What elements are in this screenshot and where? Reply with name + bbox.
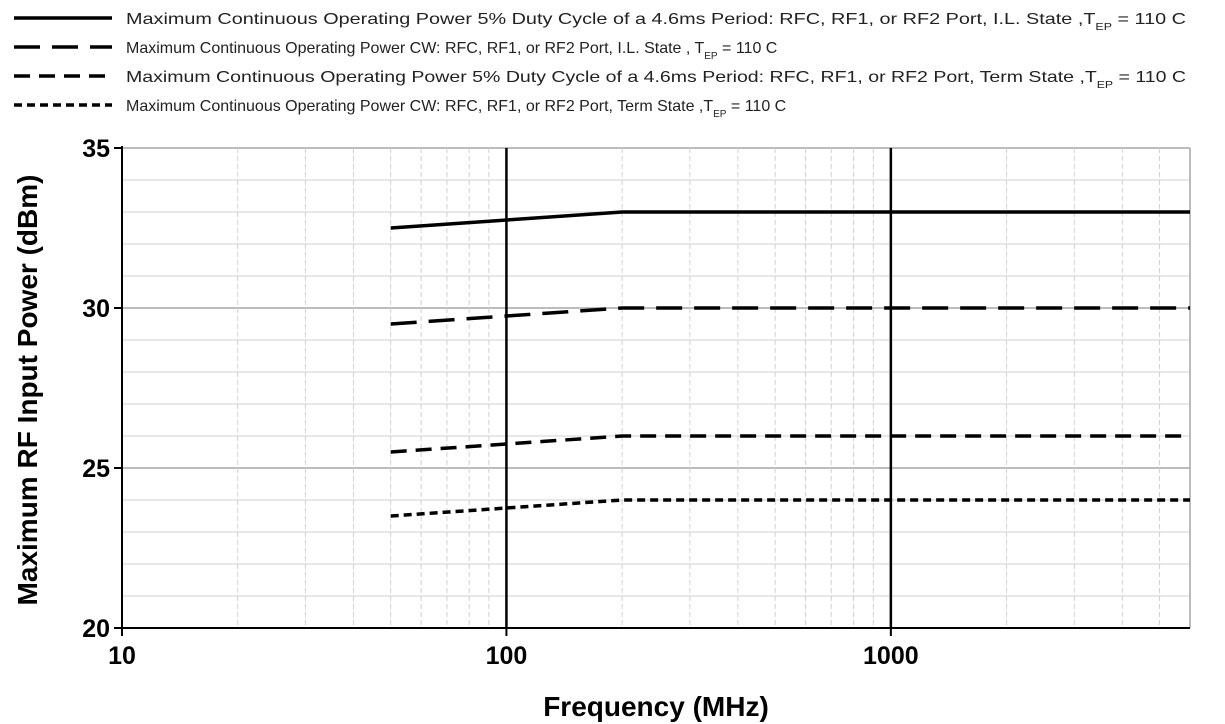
y-tick-label: 20 [82, 615, 110, 643]
legend: Maximum Continuous Operating Power 5% Du… [14, 11, 1186, 120]
legend-label-3: Maximum Continuous Operating Power 5% Du… [126, 69, 1186, 91]
legend-label-1: Maximum Continuous Operating Power 5% Du… [126, 11, 1186, 33]
legend-label-2: Maximum Continuous Operating Power CW: R… [126, 40, 777, 62]
grid [122, 147, 1191, 629]
y-tick-label: 30 [82, 295, 110, 323]
axes: 20 25 30 35 10 100 1000 [82, 135, 1190, 670]
y-tick-label: 35 [82, 135, 110, 163]
y-axis-label: Maximum RF Input Power (dBm) [12, 175, 43, 606]
legend-label-4: Maximum Continuous Operating Power CW: R… [126, 98, 786, 120]
series-line-1 [390, 210, 1190, 230]
x-tick-label: 1000 [863, 642, 919, 670]
plot-area [390, 210, 1190, 518]
y-tick-label: 25 [82, 455, 110, 483]
x-tick-label: 100 [486, 642, 528, 670]
x-tick-label: 10 [108, 642, 136, 670]
series-line-3 [390, 434, 1190, 454]
series-line-4 [390, 498, 1190, 518]
series-line-2 [390, 306, 1190, 326]
x-axis-label: Frequency (MHz) [543, 691, 769, 722]
